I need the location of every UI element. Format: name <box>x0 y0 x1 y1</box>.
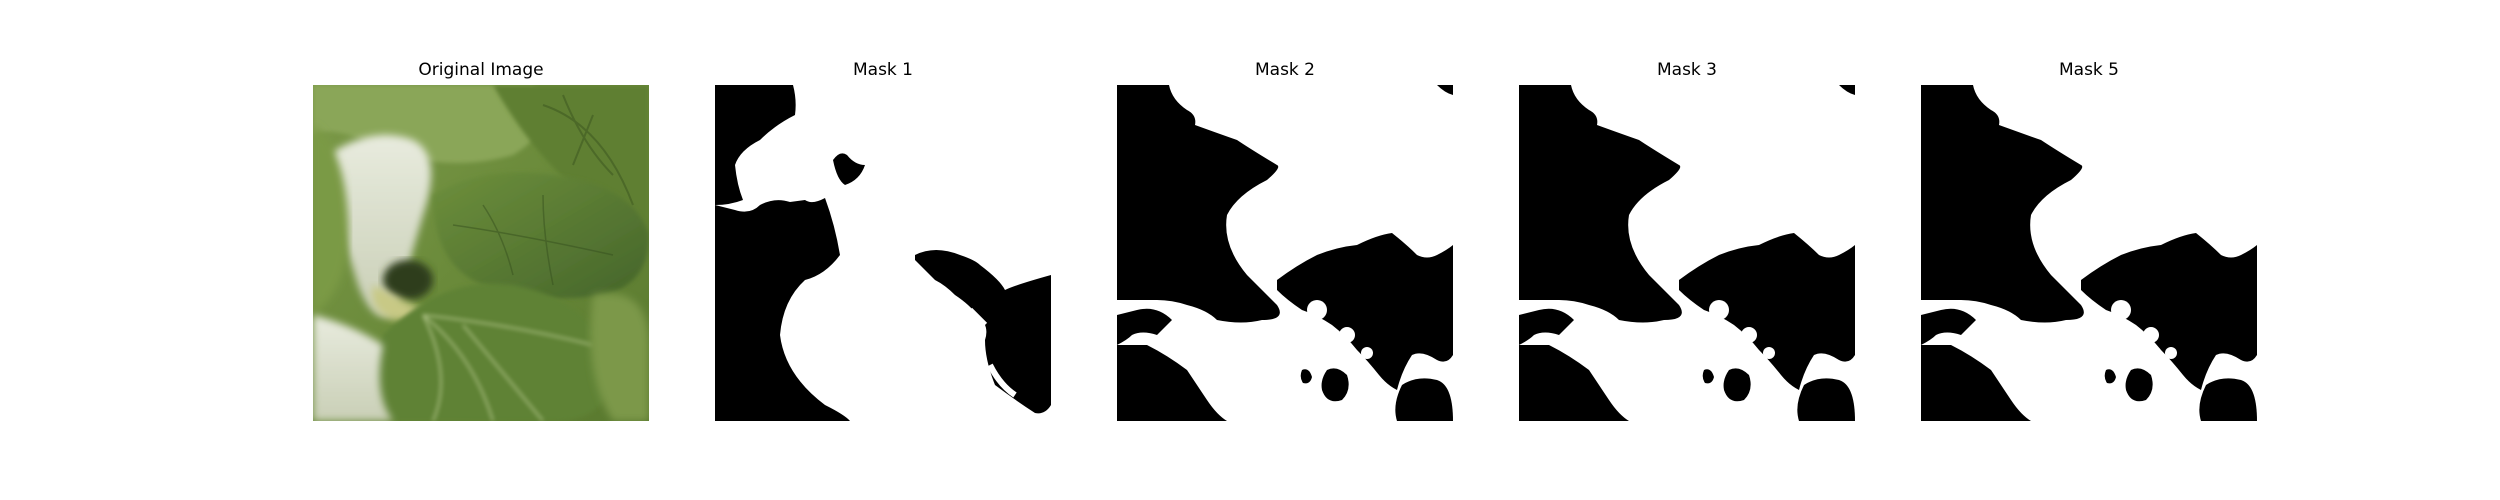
mask-3-title: Mask 3 <box>1656 60 1717 80</box>
mask-1-image <box>715 85 1051 421</box>
mask-5-title: Mask 5 <box>2058 60 2119 80</box>
mask-5-image <box>1921 85 2257 421</box>
mask-3-image <box>1519 85 1855 421</box>
mask-2-title: Mask 2 <box>1254 60 1315 80</box>
mask-2-image <box>1117 85 1453 421</box>
original-image <box>313 85 649 421</box>
mask-1-title: Mask 1 <box>852 60 913 80</box>
original-image-title: Original Image <box>418 60 544 80</box>
